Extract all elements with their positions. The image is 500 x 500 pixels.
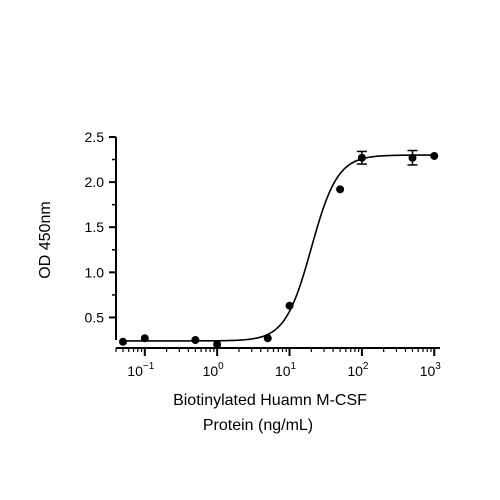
axes: 0.5 1.0 1.5 2.0 2.5 10−1 100 101 102 103 [85,129,442,379]
y-axis-label: OD 450nm [37,201,54,278]
x-axis-label-line-1: Biotinylated Huamn M-CSF [173,392,367,409]
x-tick-label: 103 [420,361,442,379]
data-point [285,301,294,310]
y-tick-label: 0.5 [85,309,105,325]
fit-curve [123,154,435,342]
data-point [430,151,439,160]
data-point [263,334,272,343]
x-axis-label-line-2: Protein (ng/mL) [203,417,313,434]
data-point [357,153,366,162]
data-point [191,336,200,344]
y-tick-label: 2.0 [85,174,105,190]
y-tick-label: 2.5 [85,129,105,145]
data-point [408,153,417,162]
x-tick-label: 102 [347,361,369,379]
data-point [119,337,128,346]
data-points-layer [119,149,439,349]
x-tick-label: 101 [275,361,297,379]
fit-curve-layer [123,154,435,342]
y-tick-label: 1.5 [85,219,105,235]
x-tick-label: 100 [203,361,225,379]
x-tick-label: 10−1 [127,361,154,379]
data-point [336,185,345,194]
y-tick-label: 1.0 [85,264,105,280]
data-point [140,334,149,343]
data-point [213,340,222,349]
